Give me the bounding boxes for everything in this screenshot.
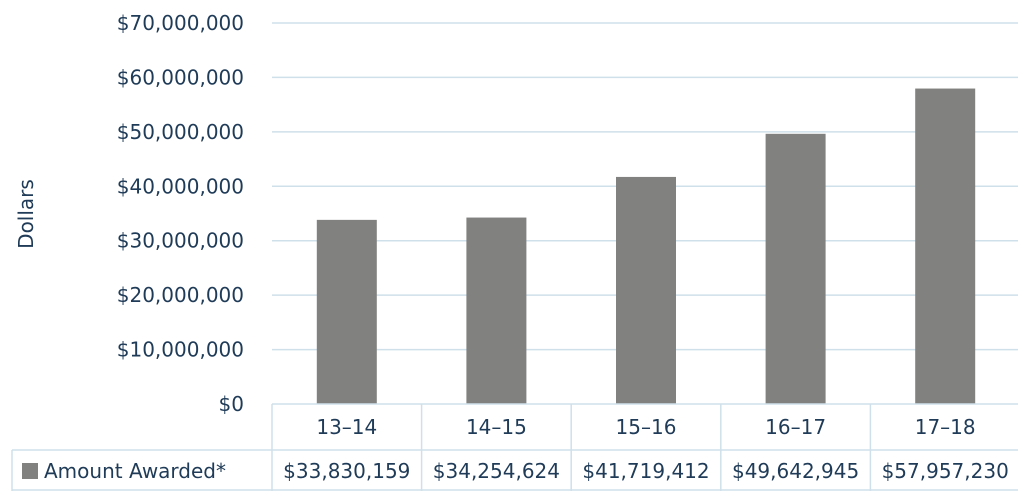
x-category-label: 13–14 — [316, 415, 377, 439]
bar — [765, 133, 826, 404]
y-tick-label: $60,000,000 — [117, 65, 244, 89]
data-table-value: $49,642,945 — [732, 459, 859, 483]
y-tick-label: $30,000,000 — [117, 229, 244, 253]
y-tick-label: $40,000,000 — [117, 174, 244, 198]
data-table-value: $34,254,624 — [433, 459, 560, 483]
bar — [616, 176, 676, 404]
data-table: 13–14 $33,830,159 14–15 $34,254,624 15–16 $41… — [11, 403, 1018, 491]
data-table-value: $41,719,412 — [582, 459, 709, 483]
bar — [466, 217, 527, 404]
y-tick-label: $20,000,000 — [117, 283, 244, 307]
bar — [915, 88, 976, 405]
bar — [316, 219, 377, 404]
x-category-label: 17–18 — [915, 415, 976, 439]
legend-swatch — [22, 463, 38, 479]
bars — [316, 88, 976, 405]
y-axis-label: Dollars — [14, 179, 38, 249]
y-axis-ticks: $0 $10,000,000 $20,000,000 $30,000,000 $40,0… — [117, 11, 244, 416]
y-tick-label: $10,000,000 — [117, 338, 244, 362]
x-category-label: 15–16 — [616, 415, 677, 439]
legend-series-name: Amount Awarded* — [44, 459, 226, 483]
data-table-value: $33,830,159 — [283, 459, 410, 483]
data-table-value: $57,957,230 — [882, 459, 1009, 483]
y-tick-label: $70,000,000 — [117, 11, 244, 35]
y-tick-label: $0 — [219, 392, 244, 416]
y-tick-label: $50,000,000 — [117, 120, 244, 144]
x-category-label: 16–17 — [765, 415, 826, 439]
x-category-label: 14–15 — [466, 415, 527, 439]
